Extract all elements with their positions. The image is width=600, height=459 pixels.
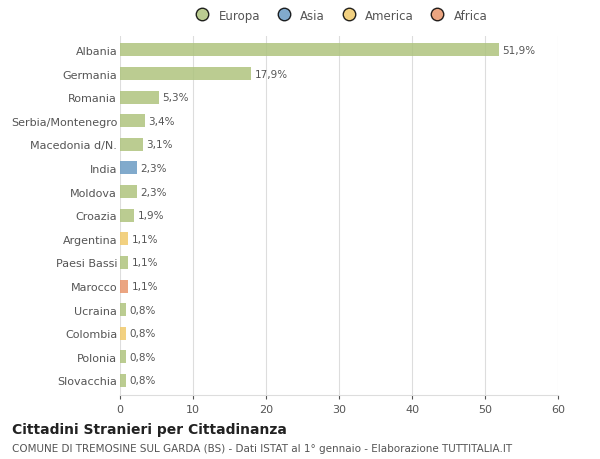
Bar	[120, 209, 134, 222]
Bar	[120, 303, 126, 316]
Text: 51,9%: 51,9%	[503, 46, 536, 56]
Bar	[120, 186, 137, 199]
Text: 2,3%: 2,3%	[140, 187, 167, 197]
Bar	[120, 280, 128, 293]
Bar	[120, 257, 128, 269]
Text: 3,4%: 3,4%	[148, 117, 175, 127]
Bar	[120, 351, 126, 364]
Text: COMUNE DI TREMOSINE SUL GARDA (BS) - Dati ISTAT al 1° gennaio - Elaborazione TUT: COMUNE DI TREMOSINE SUL GARDA (BS) - Dat…	[12, 443, 512, 453]
Text: Cittadini Stranieri per Cittadinanza: Cittadini Stranieri per Cittadinanza	[12, 422, 287, 436]
Text: 1,1%: 1,1%	[131, 258, 158, 268]
Bar	[120, 91, 158, 105]
Bar	[120, 139, 143, 151]
Text: 0,8%: 0,8%	[130, 305, 156, 315]
Bar	[120, 233, 128, 246]
Text: 0,8%: 0,8%	[130, 329, 156, 338]
Text: 17,9%: 17,9%	[254, 69, 287, 79]
Text: 0,8%: 0,8%	[130, 352, 156, 362]
Bar	[120, 68, 251, 81]
Bar	[120, 162, 137, 175]
Text: 2,3%: 2,3%	[140, 163, 167, 174]
Bar	[120, 45, 499, 57]
Text: 1,1%: 1,1%	[131, 234, 158, 244]
Text: 3,1%: 3,1%	[146, 140, 173, 150]
Text: 5,3%: 5,3%	[163, 93, 189, 103]
Text: 1,9%: 1,9%	[137, 211, 164, 221]
Bar	[120, 115, 145, 128]
Text: 0,8%: 0,8%	[130, 375, 156, 386]
Legend: Europa, Asia, America, Africa: Europa, Asia, America, Africa	[185, 5, 493, 27]
Text: 1,1%: 1,1%	[131, 281, 158, 291]
Bar	[120, 374, 126, 387]
Bar	[120, 327, 126, 340]
